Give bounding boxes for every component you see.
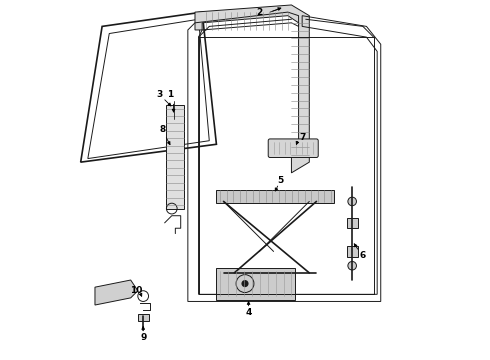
Bar bbox=[217, 267, 295, 300]
Text: 8: 8 bbox=[160, 126, 166, 135]
Polygon shape bbox=[195, 5, 309, 173]
Text: 4: 4 bbox=[245, 308, 252, 317]
Text: 9: 9 bbox=[140, 333, 147, 342]
Circle shape bbox=[348, 261, 356, 270]
Text: 5: 5 bbox=[278, 176, 284, 185]
Bar bbox=[347, 217, 358, 228]
FancyBboxPatch shape bbox=[268, 139, 318, 157]
Text: 7: 7 bbox=[299, 132, 305, 141]
Bar bbox=[217, 190, 334, 203]
Text: 3: 3 bbox=[156, 90, 162, 99]
Text: 2: 2 bbox=[256, 8, 263, 17]
Bar bbox=[167, 105, 184, 208]
Circle shape bbox=[242, 280, 248, 287]
Circle shape bbox=[348, 197, 356, 206]
Bar bbox=[347, 246, 358, 257]
Text: 1: 1 bbox=[167, 90, 173, 99]
Polygon shape bbox=[95, 280, 138, 305]
Bar bbox=[138, 314, 148, 321]
Text: 6: 6 bbox=[360, 251, 366, 260]
Text: 10: 10 bbox=[130, 286, 142, 295]
